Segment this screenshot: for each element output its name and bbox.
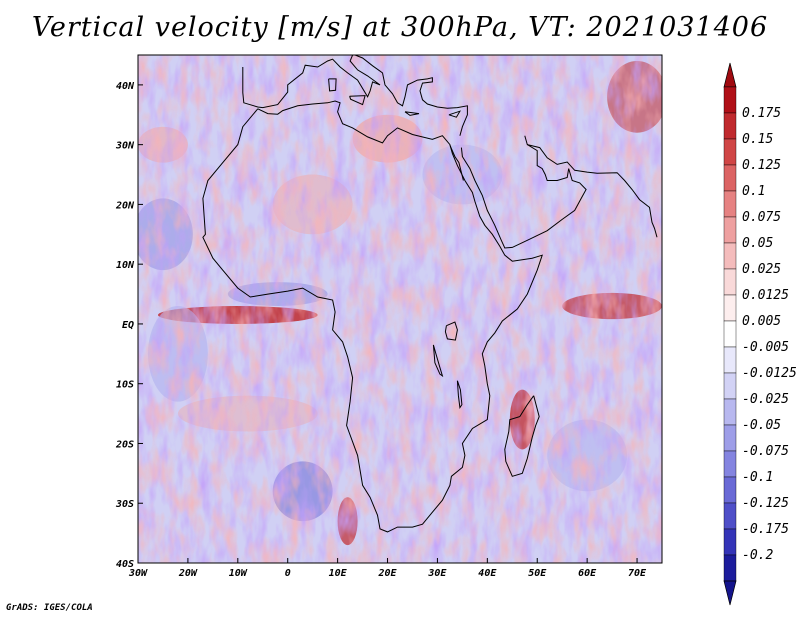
lon-tick-label: 10E (329, 568, 348, 579)
colorbar-label: -0.2 (742, 548, 773, 563)
coastline-sardinia (328, 78, 337, 92)
colorbar-label: -0.125 (742, 496, 789, 511)
lon-tick-label: 40E (478, 568, 497, 579)
colorbar-label: 0.075 (742, 210, 781, 225)
coastline-africa (202, 100, 543, 533)
colorbar-box (723, 294, 737, 322)
colorbar-box (723, 320, 737, 348)
colorbar-box (723, 502, 737, 530)
colorbar-bottom-arrow (723, 580, 737, 606)
coastline-tanganyika (432, 344, 444, 378)
lat-tick-label: 10N (116, 260, 135, 271)
coastlines (202, 55, 694, 533)
colorbar-box (723, 346, 737, 374)
coastline-balkans (354, 55, 468, 136)
lon-tick-label: 30W (128, 568, 148, 579)
colorbar-label: 0.15 (742, 132, 773, 147)
lat-tick-label: EQ (122, 320, 134, 331)
coastline-malawi (456, 380, 463, 409)
lon-tick-label: 20E (377, 568, 397, 579)
lat-tick-label: 20N (115, 200, 135, 211)
lon-tick-label: 20W (178, 568, 198, 579)
colorbar-box (723, 112, 737, 140)
colorbar-label: 0.1 (742, 184, 765, 199)
colorbar-label: -0.05 (742, 418, 781, 433)
colorbar-box (723, 476, 737, 504)
colorbar-label: 0.175 (742, 106, 781, 121)
lon-tick-label: 60E (578, 568, 597, 579)
lon-tick-label: 10W (229, 568, 248, 579)
colorbar-box (723, 372, 737, 400)
coastline-cyprus (448, 110, 461, 118)
lon-tick-label: 30E (427, 568, 447, 579)
colorbar-box (723, 424, 737, 452)
plot-frame (137, 54, 663, 564)
coastline-persian (527, 144, 658, 238)
colorbar-box (723, 216, 737, 244)
colorbar-box (723, 450, 737, 478)
colorbar-label: 0.05 (742, 236, 773, 251)
coastline-red-sea_w (449, 144, 464, 181)
lat-tick-label: 40N (116, 81, 135, 92)
longitude-axis: 30W 20W 10W 0 10E 20E 30E 40E 50E 60E 70E (128, 558, 647, 579)
coastline-madagascar (504, 395, 540, 477)
latitude-axis: 40N 30N 20N 10N EQ 10S 20S 30S 40S (115, 81, 143, 570)
colorbar: 0.175 0.15 0.125 0.1 0.075 0.05 0.025 0.0125 0.0… (723, 62, 797, 606)
grads-credit: GrADS: IGES/COLA (6, 603, 93, 613)
coastline-victoria (444, 321, 458, 341)
colorbar-box (723, 164, 737, 192)
colorbar-label: -0.1 (742, 470, 773, 485)
colorbar-label: 0.025 (742, 262, 781, 277)
coastline-crete (404, 111, 420, 116)
lon-tick-label: 0 (285, 568, 291, 579)
lat-tick-label: 40S (116, 559, 134, 570)
colorbar-box (723, 242, 737, 270)
colorbar-label: -0.0125 (742, 366, 797, 381)
lat-tick-label: 30S (115, 499, 134, 510)
coastline-sicily (349, 95, 366, 106)
colorbar-box (723, 398, 737, 426)
colorbar-label: -0.175 (742, 522, 789, 537)
colorbar-box (723, 86, 737, 114)
coastline-arabia (460, 135, 587, 249)
field-noise-texture (138, 55, 662, 563)
lon-tick-label: 70E (628, 568, 647, 579)
colorbar-label: 0.005 (742, 314, 781, 329)
colorbar-box (723, 528, 737, 556)
colorbar-top-arrow (723, 62, 737, 88)
colorbar-label: -0.025 (742, 392, 789, 407)
lat-tick-label: 10S (116, 380, 134, 391)
colorbar-label: 0.0125 (742, 288, 789, 303)
colorbar-box (723, 138, 737, 166)
map-title: Vertical velocity [m/s] at 300hPa, VT: 2… (31, 12, 769, 43)
lat-tick-label: 20S (115, 439, 134, 450)
colorbar-box (723, 190, 737, 218)
coastline-europe-s (242, 55, 381, 109)
colorbar-label: -0.005 (742, 340, 789, 355)
colorbar-label: -0.075 (742, 444, 789, 459)
field-layer (138, 55, 694, 563)
lat-tick-label: 30N (115, 141, 135, 152)
lon-tick-label: 50E (528, 568, 547, 579)
colorbar-box (723, 554, 737, 582)
coastline-sri-lanka (686, 267, 694, 288)
colorbar-label: 0.125 (742, 158, 781, 173)
colorbar-box (723, 268, 737, 296)
